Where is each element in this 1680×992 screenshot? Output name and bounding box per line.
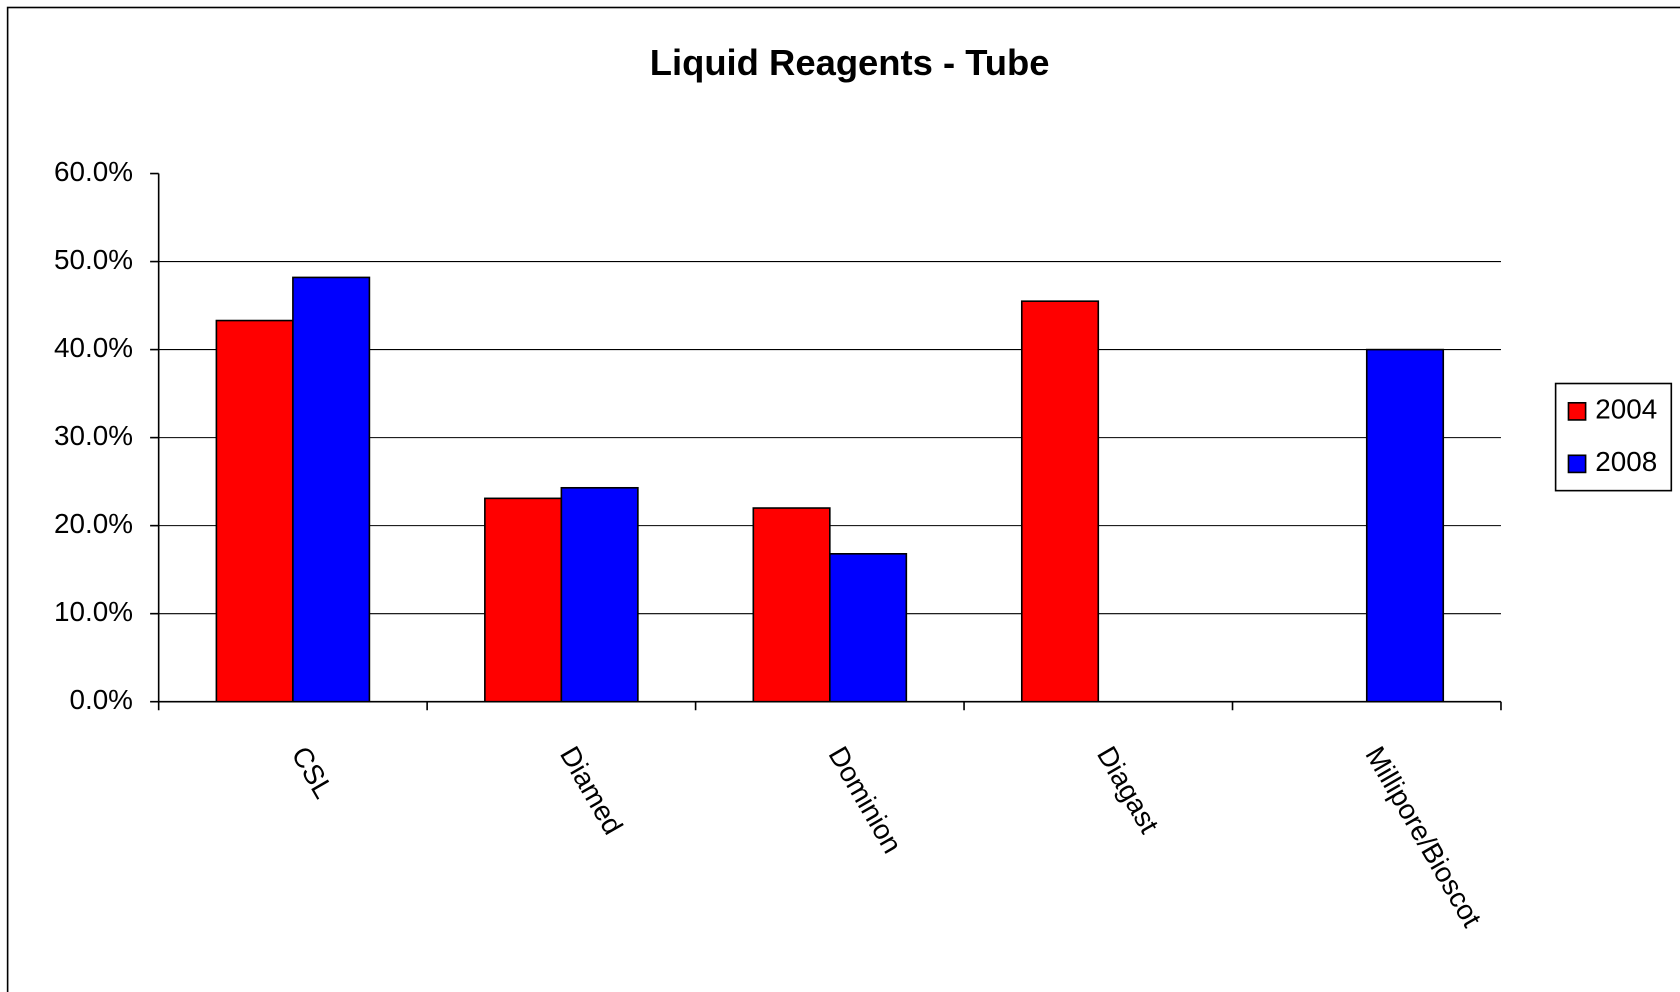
y-tick-label: 50.0% [54, 244, 133, 275]
legend-label: 2004 [1595, 394, 1657, 425]
legend-label: 2008 [1595, 446, 1657, 477]
y-tick-label: 60.0% [54, 156, 133, 187]
y-tick-label: 20.0% [54, 508, 133, 539]
bar [1365, 348, 1445, 703]
bar [752, 507, 831, 703]
bar [215, 319, 294, 703]
y-tick-label: 0.0% [69, 684, 132, 715]
bar [560, 486, 639, 703]
y-tick-label: 30.0% [54, 420, 133, 451]
y-tick-label: 40.0% [54, 332, 133, 363]
bar [1020, 300, 1100, 703]
legend-swatch [1567, 401, 1587, 421]
y-tick-label: 10.0% [54, 596, 133, 627]
legend-swatch [1567, 454, 1587, 474]
bar [292, 276, 371, 703]
bar [829, 553, 908, 703]
chart-title: Liquid Reagents - Tube [650, 42, 1050, 83]
bar [484, 497, 563, 703]
